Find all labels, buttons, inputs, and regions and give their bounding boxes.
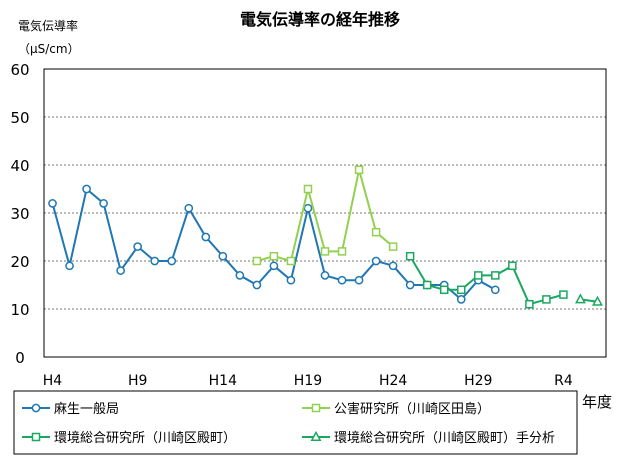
data-point [31,403,41,413]
data-point [490,285,500,295]
y-tick-label: 60 [10,61,29,79]
data-point [422,280,432,290]
x-tick-label: H9 [128,373,147,389]
data-point [354,275,364,285]
legend-label: 環境総合研究所（川崎区殿町） [54,431,236,446]
y-tick-label: 10 [10,301,29,319]
x-tick-label: R4 [554,373,573,389]
x-tick-label: H4 [43,373,63,389]
x-tick-label: H24 [379,373,407,389]
data-point [31,432,41,442]
data-point [218,251,228,261]
legend-item: 環境総合研究所（川崎区殿町） [22,431,236,446]
x-tick-label: H19 [294,373,322,389]
legend-label: 環境総合研究所（川崎区殿町）手分析 [334,431,555,446]
series-group [48,165,603,309]
data-point [405,280,415,290]
data-point [592,295,603,306]
plot-frame [43,68,607,358]
chart-title: 電気伝導率の経年推移 [240,10,400,29]
data-point [388,261,398,271]
y-tick-label: 0 [15,349,25,367]
data-point [167,256,177,266]
data-point [371,256,381,266]
data-point [116,266,125,275]
data-point [491,271,500,280]
data-point [99,199,108,208]
legend-label: 公害研究所（川崎区田島） [334,401,490,417]
data-point [286,275,296,285]
legend-item: 公害研究所（川崎区田島） [302,401,490,417]
data-point [337,275,347,285]
data-point [320,271,330,280]
data-point [82,184,91,194]
data-point [388,242,398,251]
data-point [150,256,160,266]
legend-label: 麻生一般局 [54,401,119,417]
series-2 [252,165,398,266]
x-tick-labels: H4 H9 H14 H19 H24 H29 R4 [43,373,573,389]
legend-item: 環境総合研究所（川崎区殿町）手分析 [302,430,555,446]
series-line [409,255,564,306]
legend-item: 麻生一般局 [22,401,119,417]
data-point [252,256,262,266]
data-point [371,227,381,237]
y-tick-labels: 0 10 20 30 40 50 60 [10,61,29,367]
data-point [303,184,313,194]
data-point [405,251,415,261]
y-tick-label: 50 [10,109,29,127]
series-4 [574,293,603,306]
data-point [574,293,586,304]
data-point [201,232,211,242]
legend: 麻生一般局 公害研究所（川崎区田島） 環境総合研究所（川崎区殿町） 環境総合研究所（川… [13,390,578,455]
data-point [252,280,262,290]
data-point [269,251,279,261]
y-axis-label: 電気伝導率 [18,18,78,33]
data-point [269,261,279,271]
y-axis-unit: （μS/cm） [18,42,80,56]
legend-box [13,390,578,455]
y-tick-label: 40 [10,157,29,175]
data-point [65,261,74,271]
data-point [303,203,313,213]
data-point [320,247,330,256]
data-point [354,165,364,175]
series-3 [405,251,568,309]
gridlines [44,116,606,310]
y-tick-label: 20 [10,253,29,271]
data-point [525,299,534,309]
data-point [439,285,449,295]
data-point [310,430,322,441]
data-point [133,242,143,251]
data-point [48,199,57,208]
data-point [286,256,296,266]
data-point [456,285,466,295]
data-point [184,203,194,213]
data-point [542,295,551,304]
data-point [311,403,321,413]
data-point [456,295,466,304]
data-point [474,271,483,280]
data-point [508,261,517,271]
data-point [337,247,347,256]
y-tick-label: 30 [10,205,29,223]
data-point [559,290,568,299]
data-point [235,271,245,280]
x-tick-label: H29 [464,373,492,389]
x-tick-label: H14 [209,373,237,389]
x-axis-label: 年度 [582,393,612,411]
